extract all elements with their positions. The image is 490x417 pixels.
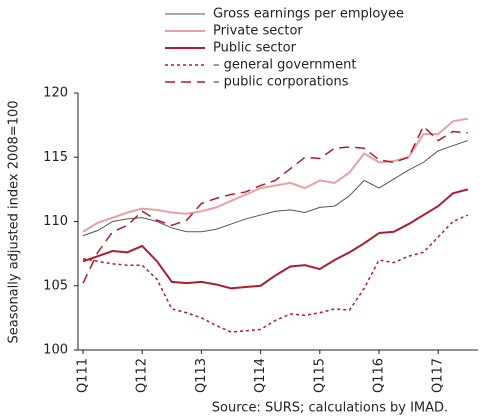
y-tick-label: 115 xyxy=(43,150,68,165)
x-tick-label: Q117 xyxy=(431,358,446,393)
x-tick-label: Q112 xyxy=(135,358,150,393)
series-line xyxy=(82,117,468,233)
series-line xyxy=(82,214,469,333)
x-tick-label: Q116 xyxy=(372,358,387,393)
x-tick-label: Q115 xyxy=(312,358,327,393)
source-note: Source: SURS; calculations by IMAD. xyxy=(212,401,448,416)
legend-label: Private sector xyxy=(213,24,303,39)
series-line xyxy=(82,125,468,284)
y-tick-label: 110 xyxy=(43,214,68,229)
legend-label: – general government xyxy=(213,58,356,73)
series-line xyxy=(82,188,469,290)
x-tick-label: Q111 xyxy=(76,358,91,393)
x-tick-label: Q114 xyxy=(253,358,268,393)
legend-label: Gross earnings per employee xyxy=(213,7,404,22)
series-line xyxy=(82,140,468,237)
y-tick-label: 120 xyxy=(43,86,68,101)
y-tick-label: 100 xyxy=(43,343,68,358)
x-tick-label: Q113 xyxy=(194,358,209,393)
y-axis-label: Seasonally adjusted index 2008=100 xyxy=(7,100,22,343)
y-tick-label: 105 xyxy=(43,278,68,293)
legend-label: – public corporations xyxy=(213,75,349,90)
legend-label: Public sector xyxy=(213,41,297,56)
